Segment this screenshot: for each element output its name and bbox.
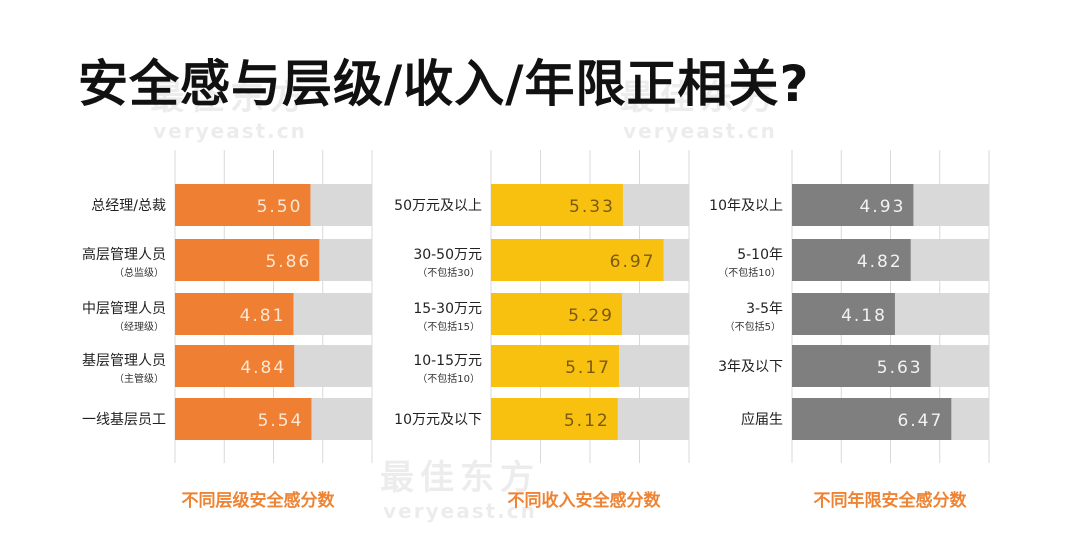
chart-title-income: 不同收入安全感分数 (507, 491, 661, 511)
bar (491, 398, 618, 440)
category-label: 10万元及以下 (394, 412, 482, 428)
data-label: 5.50 (257, 197, 303, 217)
data-label: 5.33 (569, 197, 615, 217)
category-sublabel: （总监级） (114, 266, 164, 279)
bar (491, 345, 619, 387)
category-label: 基层管理人员 (82, 352, 166, 369)
watermark: 最佳东方 veryeast.cn (380, 450, 540, 523)
bar (792, 293, 895, 335)
watermark-brand: 最佳东方 (380, 458, 540, 498)
category-label: 中层管理人员 (82, 301, 166, 317)
watermark: 最佳东方 veryeast.cn (150, 70, 310, 143)
data-label: 5.86 (265, 252, 311, 272)
category-label: 一线基层员工 (82, 411, 166, 428)
category-label: 3-5年 (746, 301, 783, 317)
chart-title-level: 不同层级安全感分数 (181, 491, 335, 511)
category-sublabel: （主管级） (114, 372, 164, 385)
bar (792, 398, 952, 440)
bar (491, 293, 622, 335)
category-label: 50万元及以上 (394, 198, 482, 214)
category-sublabel: （不包括5） (725, 320, 781, 333)
bar (491, 239, 664, 281)
data-label: 5.63 (877, 358, 923, 378)
watermark-url: veryeast.cn (383, 499, 537, 523)
data-label: 5.17 (565, 358, 611, 378)
category-sublabel: （不包括15） (417, 320, 480, 333)
category-sublabel: （不包括10） (417, 372, 480, 385)
bar (175, 345, 295, 387)
data-label: 4.84 (240, 358, 286, 378)
category-sublabel: （经理级） (114, 320, 164, 333)
watermark-brand: 最佳东方 (150, 78, 310, 118)
category-sublabel: （不包括10） (718, 266, 781, 279)
bar (175, 184, 311, 226)
bar (491, 184, 623, 226)
bar (792, 184, 914, 226)
chart-title-tenure: 不同年限安全感分数 (813, 491, 967, 511)
watermark-url: veryeast.cn (153, 119, 307, 143)
data-label: 4.81 (240, 306, 286, 326)
category-label: 10年及以上 (709, 198, 783, 214)
watermark: 最佳东方 veryeast.cn (620, 70, 780, 143)
category-label: 应届生 (741, 411, 783, 428)
bar (792, 239, 911, 281)
data-label: 6.47 (897, 411, 943, 431)
bar (175, 293, 294, 335)
data-label: 4.82 (857, 252, 903, 272)
watermark-url: veryeast.cn (623, 119, 777, 143)
bar (175, 398, 312, 440)
data-label: 5.12 (564, 411, 610, 431)
data-label: 4.18 (841, 306, 887, 326)
data-label: 4.93 (860, 197, 906, 217)
watermark-brand: 最佳东方 (620, 78, 780, 118)
bar (175, 239, 320, 281)
category-label: 10-15万元 (413, 353, 482, 369)
category-label: 5-10年 (737, 247, 783, 263)
category-label: 总经理/总裁 (91, 198, 166, 214)
data-label: 5.54 (258, 411, 304, 431)
data-label: 5.29 (568, 306, 614, 326)
category-sublabel: （不包括30） (417, 266, 480, 279)
page-title: 安全感与层级/收入/年限正相关? (78, 55, 810, 113)
category-label: 3年及以下 (718, 359, 783, 375)
data-label: 6.97 (610, 252, 656, 272)
bar (792, 345, 931, 387)
category-label: 30-50万元 (413, 247, 482, 263)
category-label: 15-30万元 (413, 301, 482, 317)
category-label: 高层管理人员 (82, 246, 166, 263)
